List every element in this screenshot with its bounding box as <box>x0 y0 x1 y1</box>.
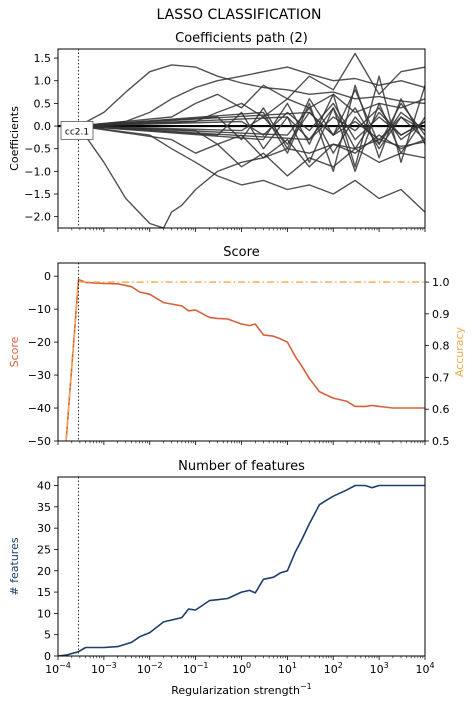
figure-title: LASSO CLASSIFICATION <box>157 7 322 23</box>
coefficient-line <box>78 64 425 127</box>
x-axis-label: Regularization strength−1 <box>171 682 311 697</box>
y-tick-label: 40 <box>37 480 51 493</box>
y-tick-label: −40 <box>28 402 51 415</box>
y-tick-label: −20 <box>28 336 51 349</box>
x-tick-label: 103 <box>370 661 389 676</box>
y-axis-label: Coefficients <box>8 106 21 171</box>
y-axis-label: Score <box>8 336 21 367</box>
y-tick-label: 1.0 <box>34 75 52 88</box>
x-tick-base: 10 <box>415 663 429 676</box>
y-tick-label: 0.0 <box>34 120 52 133</box>
y-tick-label: 10 <box>37 607 51 620</box>
coefficient-line <box>78 107 425 141</box>
y-tick-label: 0 <box>44 270 51 283</box>
x-tick-base: 10 <box>232 663 246 676</box>
score-panel: Score 0 −10 −20 −30 −40 −50 Score 1.0 0.9 0.8 0.7 0.… <box>8 245 466 448</box>
coefficient-line <box>78 102 425 141</box>
x-tick-base: 10 <box>91 663 105 676</box>
y-right-tick-label: 0.5 <box>432 435 450 448</box>
annotation-box <box>60 120 94 140</box>
y-tick-label: 25 <box>37 543 51 556</box>
y-tick-label: 0 <box>44 650 51 663</box>
y-tick-label: −30 <box>28 369 51 382</box>
coefficient-line <box>78 125 425 213</box>
y-tick-label: −2.0 <box>24 211 51 224</box>
x-tick-exponent: −1 <box>197 661 209 670</box>
x-tick-label: 10−2 <box>137 661 163 676</box>
x-tick-label: 100 <box>232 661 251 676</box>
x-tick-exponent: −2 <box>151 661 163 670</box>
x-tick-base: 10 <box>45 663 59 676</box>
x-tick-base: 10 <box>324 663 338 676</box>
x-tick-base: 10 <box>370 663 384 676</box>
annotation-label: cc2.1 <box>65 127 89 137</box>
y-tick-label: −1.5 <box>24 188 51 201</box>
y-tick-label: 5 <box>44 629 51 642</box>
plot-frame <box>57 48 426 229</box>
x-tick-exponent: 1 <box>292 661 297 670</box>
y-right-axis-label: Accuracy <box>453 326 466 377</box>
x-tick-exponent: 2 <box>338 661 343 670</box>
coefficients-panel: Coefficients path (2) 1.5 1.0 0.5 0.0 −0.5 −1.… <box>8 31 426 232</box>
x-tick-base: 10 <box>183 663 197 676</box>
y-tick-label: 35 <box>37 501 51 514</box>
y-tick-label: −50 <box>28 435 51 448</box>
y-right-tick-label: 0.8 <box>432 340 450 353</box>
y-right-tick-label: 0.9 <box>432 308 450 321</box>
x-axis-label-exponent: −1 <box>300 682 312 691</box>
features-line <box>58 484 425 656</box>
coefficient-line <box>77 125 425 228</box>
y-tick-label: −1.0 <box>24 165 51 178</box>
x-tick-label: 102 <box>324 661 343 676</box>
accuracy-line <box>65 281 425 441</box>
coefficient-line <box>78 111 425 141</box>
panel-title: Coefficients path (2) <box>175 31 308 46</box>
x-tick-label: 104 <box>415 661 434 676</box>
panel-title: Score <box>223 245 259 260</box>
x-tick-base: 10 <box>278 663 292 676</box>
y-tick-label: 20 <box>37 565 51 578</box>
x-tick-label: 10−4 <box>45 661 71 676</box>
y-right-tick-label: 1.0 <box>432 276 450 289</box>
coefficient-line <box>78 66 425 127</box>
coefficient-line <box>78 75 425 168</box>
x-tick-exponent: −3 <box>105 661 117 670</box>
y-tick-label: 15 <box>37 586 51 599</box>
plot-frame <box>57 476 426 657</box>
x-tick-exponent: 3 <box>384 661 389 670</box>
x-tick-base: 10 <box>137 663 151 676</box>
y-tick-label: −10 <box>28 303 51 316</box>
x-tick-label: 10−3 <box>91 661 117 676</box>
coefficient-line <box>78 125 425 177</box>
y-right-tick-label: 0.7 <box>432 371 450 384</box>
y-right-tick-label: 0.6 <box>432 403 450 416</box>
coefficient-line <box>78 102 425 154</box>
x-tick-label: 101 <box>278 661 297 676</box>
y-axis-label: # features <box>8 537 21 595</box>
x-tick-exponent: 0 <box>246 661 251 670</box>
score-line <box>65 278 425 441</box>
y-tick-label: −0.5 <box>24 143 51 156</box>
x-tick-label: 10−1 <box>183 661 209 676</box>
y-tick-label: 30 <box>37 522 51 535</box>
y-tick-label: 1.5 <box>34 52 52 65</box>
x-tick-exponent: −4 <box>59 661 71 670</box>
panel-title: Number of features <box>178 459 305 474</box>
x-tick-exponent: 4 <box>429 661 434 670</box>
y-tick-label: 0.5 <box>34 97 52 110</box>
coefficient-line <box>78 93 425 127</box>
plot-frame <box>57 262 426 442</box>
